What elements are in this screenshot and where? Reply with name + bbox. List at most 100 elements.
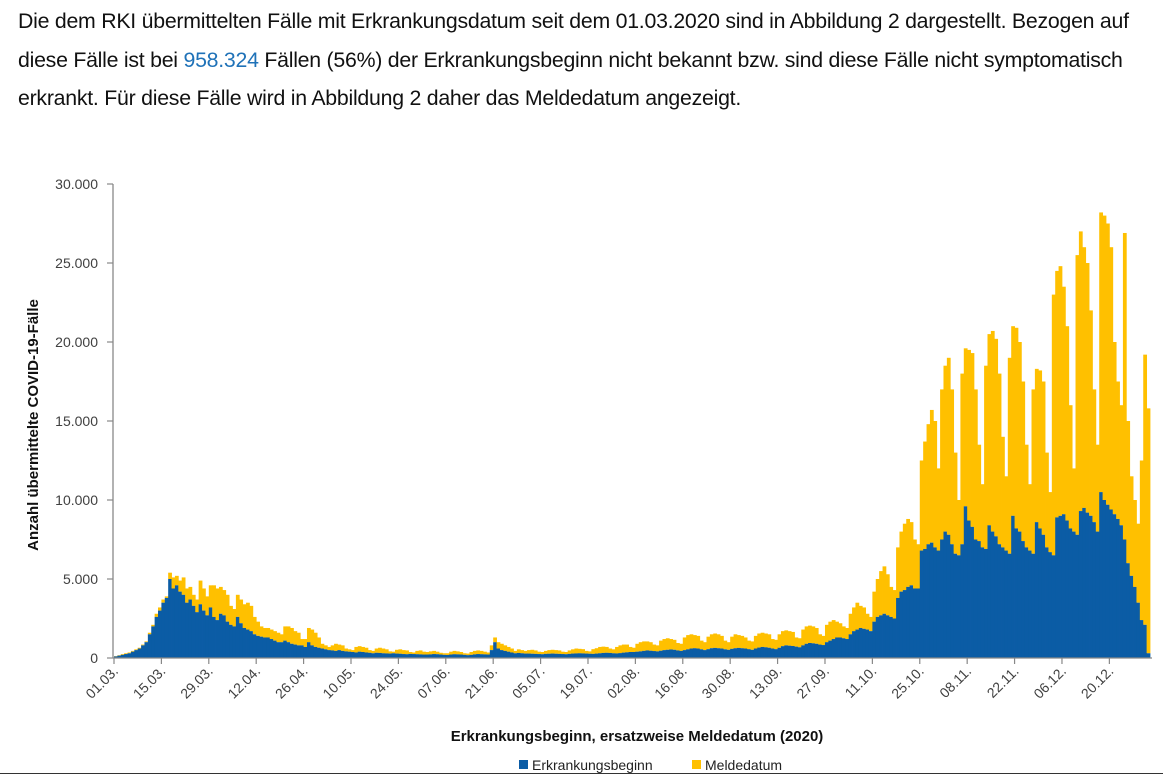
bar-erkrankungsbeginn	[523, 653, 528, 658]
bar-meldedatum	[1105, 223, 1110, 505]
bar-meldedatum	[543, 650, 548, 654]
bar-meldedatum	[1048, 492, 1053, 553]
bar-erkrankungsbeginn	[1045, 547, 1049, 658]
bar-meldedatum	[1011, 326, 1015, 516]
bar-meldedatum	[564, 651, 569, 655]
bar-erkrankungsbeginn	[659, 650, 663, 658]
bar-erkrankungsbeginn	[202, 610, 206, 658]
bar-erkrankungsbeginn	[1007, 553, 1012, 658]
bar-meldedatum	[1146, 408, 1151, 654]
bar-erkrankungsbeginn	[1078, 511, 1083, 658]
bar-meldedatum	[723, 640, 728, 650]
bar-meldedatum	[493, 637, 497, 643]
bar-meldedatum	[462, 653, 467, 655]
bar-meldedatum	[1122, 232, 1127, 540]
bar-erkrankungsbeginn	[967, 520, 971, 658]
bar-meldedatum	[970, 353, 975, 527]
bar-erkrankungsbeginn	[1116, 518, 1120, 658]
bar-erkrankungsbeginn	[266, 637, 271, 658]
bar-erkrankungsbeginn	[357, 651, 362, 658]
bar-meldedatum	[256, 621, 260, 636]
bar-meldedatum	[750, 641, 755, 650]
bar-meldedatum	[415, 650, 420, 655]
bar-meldedatum	[120, 654, 125, 655]
bar-meldedatum	[645, 641, 650, 651]
bar-erkrankungsbeginn	[1112, 514, 1117, 658]
bar-meldedatum	[987, 334, 992, 526]
x-tick-label: 29.03.	[177, 663, 216, 702]
bar-meldedatum	[550, 649, 555, 654]
bar-erkrankungsbeginn	[567, 653, 572, 658]
bar-erkrankungsbeginn	[909, 585, 914, 658]
bar-erkrankungsbeginn	[262, 637, 267, 658]
bar-meldedatum	[933, 421, 938, 548]
bar-erkrankungsbeginn	[811, 643, 816, 658]
bar-meldedatum	[144, 641, 149, 643]
bar-meldedatum	[516, 649, 521, 653]
bar-erkrankungsbeginn	[736, 647, 741, 658]
bar-meldedatum	[946, 357, 951, 535]
bar-erkrankungsbeginn	[594, 653, 599, 658]
bar-erkrankungsbeginn	[774, 649, 778, 658]
bar-meldedatum	[740, 635, 745, 649]
y-tick-label: 5.000	[63, 571, 98, 587]
bar-erkrankungsbeginn	[205, 615, 210, 658]
bar-meldedatum	[865, 613, 870, 630]
bar-erkrankungsbeginn	[1082, 507, 1087, 658]
bar-erkrankungsbeginn	[428, 654, 433, 658]
bar-erkrankungsbeginn	[574, 653, 579, 658]
bar-erkrankungsbeginn	[554, 653, 558, 658]
bar-erkrankungsbeginn	[452, 654, 457, 658]
bar-meldedatum	[1024, 444, 1029, 548]
bar-erkrankungsbeginn	[506, 651, 511, 658]
bar-meldedatum	[862, 607, 867, 629]
bar-meldedatum	[679, 643, 684, 651]
y-tick-label: 0	[90, 650, 98, 666]
bar-meldedatum	[1078, 231, 1083, 512]
bar-erkrankungsbeginn	[560, 654, 565, 658]
bar-erkrankungsbeginn	[317, 647, 321, 658]
bar-erkrankungsbeginn	[371, 653, 376, 658]
bar-erkrankungsbeginn	[665, 649, 670, 658]
bar-erkrankungsbeginn	[1024, 547, 1029, 658]
bar-meldedatum	[279, 634, 284, 643]
bar-erkrankungsbeginn	[845, 639, 850, 658]
bar-erkrankungsbeginn	[723, 649, 728, 658]
bar-meldedatum	[733, 634, 738, 649]
bar-erkrankungsbeginn	[608, 652, 613, 658]
bar-erkrankungsbeginn	[296, 645, 301, 658]
bar-meldedatum	[537, 651, 541, 655]
bar-meldedatum	[391, 651, 396, 654]
bar-meldedatum	[330, 645, 335, 651]
x-tick-label: 16.08.	[651, 663, 690, 702]
bar-erkrankungsbeginn	[449, 654, 453, 658]
bar-erkrankungsbeginn	[963, 506, 968, 658]
bar-erkrankungsbeginn	[398, 653, 403, 658]
bar-meldedatum	[757, 633, 762, 648]
bar-meldedatum	[628, 646, 633, 652]
bar-meldedatum	[506, 646, 511, 652]
bar-meldedatum	[1109, 247, 1114, 510]
bar-erkrankungsbeginn	[780, 646, 785, 658]
bar-meldedatum	[736, 635, 741, 648]
bar-erkrankungsbeginn	[933, 547, 938, 658]
bar-erkrankungsbeginn	[987, 525, 992, 658]
bar-meldedatum	[923, 441, 927, 549]
bar-erkrankungsbeginn	[977, 541, 982, 658]
bar-meldedatum	[682, 637, 687, 651]
bar-meldedatum	[940, 389, 944, 540]
bar-erkrankungsbeginn	[181, 594, 186, 658]
bar-erkrankungsbeginn	[770, 648, 775, 658]
bar-meldedatum	[310, 629, 315, 646]
bar-meldedatum	[408, 651, 413, 654]
bar-erkrankungsbeginn	[1126, 563, 1131, 658]
bar-meldedatum	[164, 596, 169, 598]
bar-meldedatum	[977, 444, 982, 542]
bar-meldedatum	[215, 588, 220, 621]
bar-erkrankungsbeginn	[405, 654, 409, 658]
x-tick-label: 20.12.	[1078, 663, 1117, 702]
bar-meldedatum	[594, 648, 599, 654]
bar-meldedatum	[753, 635, 758, 649]
y-tick-label: 15.000	[55, 413, 98, 429]
bar-meldedatum	[222, 590, 227, 616]
